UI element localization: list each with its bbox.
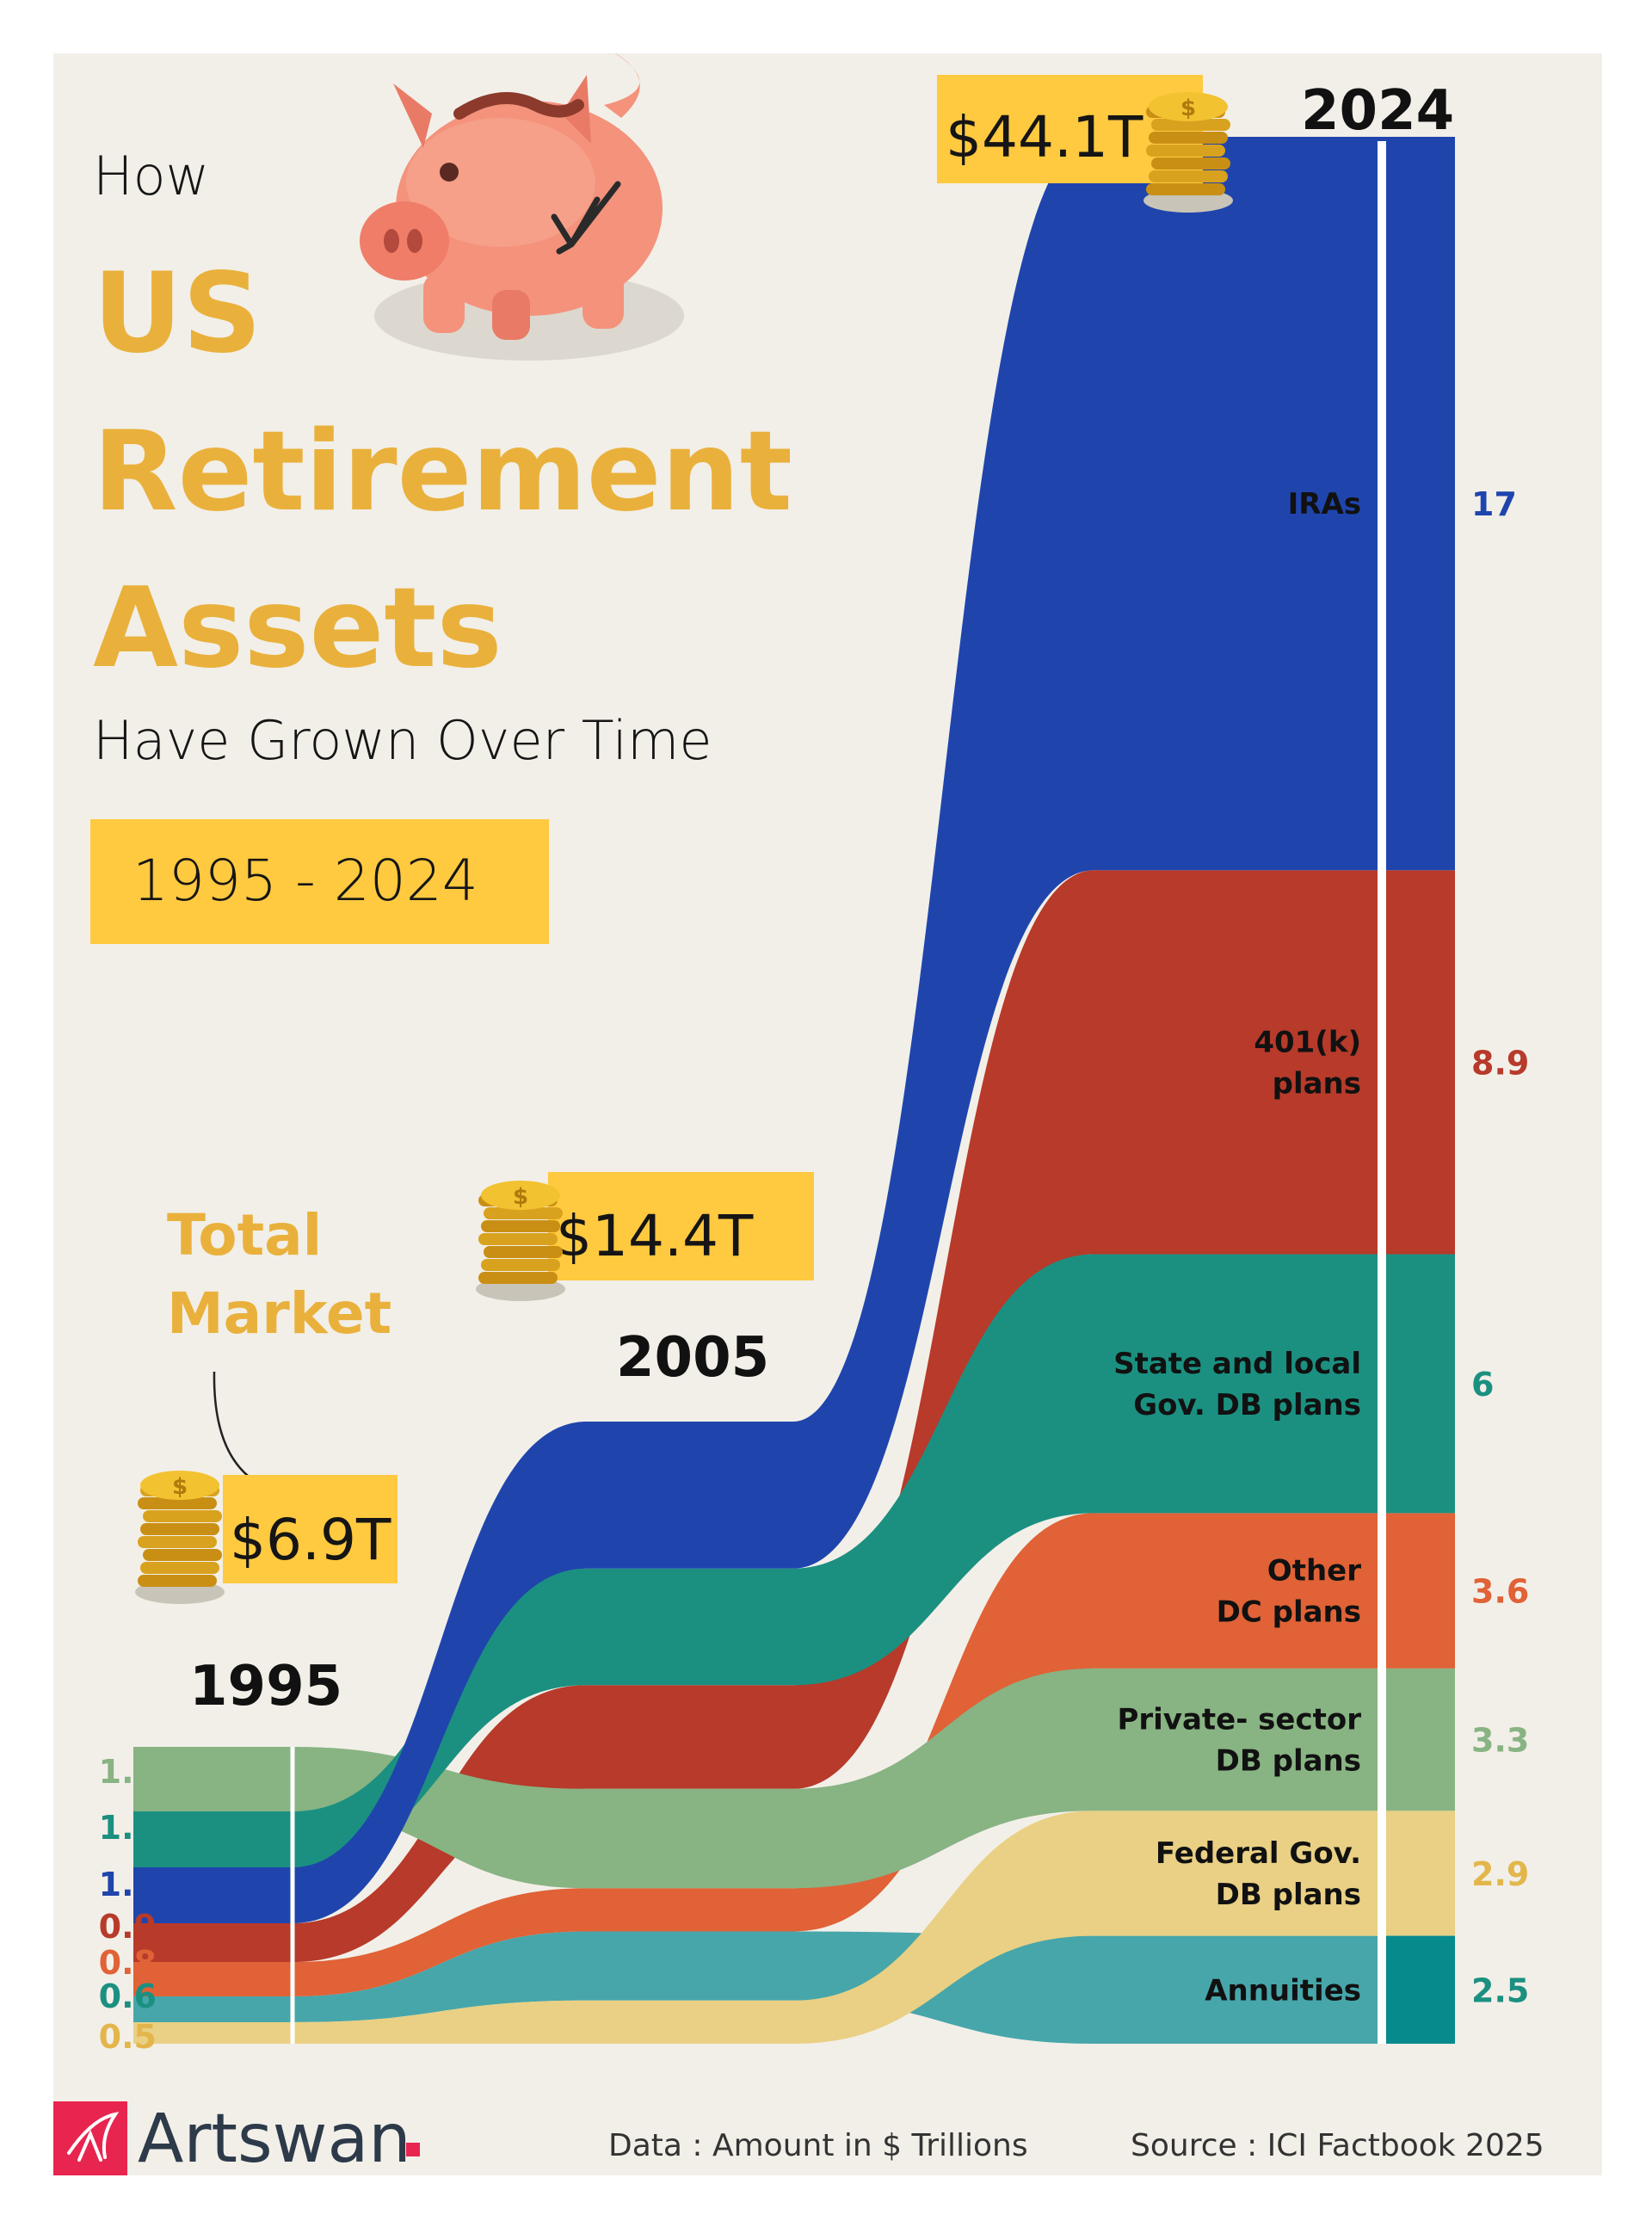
year-label-2024: 2024 (1301, 79, 1454, 143)
year-label-1995: 1995 (189, 1655, 342, 1718)
period-text: 1995 - 2024 (133, 848, 478, 914)
category-label-401-k-plans-line1: 401(k) (1254, 1025, 1361, 1059)
data-note: Data : Amount in $ Trillions (608, 2128, 1028, 2163)
flow-band-401-k-plans (133, 870, 1455, 1962)
category-label-iras-line1: IRAs (1288, 487, 1361, 521)
annotation-arrow (213, 1371, 280, 1494)
value-2024-annuities: 2.5 (1471, 1971, 1529, 2009)
title-retirement: Retirement (93, 408, 792, 536)
flow-bands (133, 136, 1455, 2044)
svg-text:$: $ (513, 1184, 528, 1210)
total-box-2005 (548, 1172, 814, 1280)
labels-2024: IRAs 17 401(k) plans 8.9 State and local Gov. … (1113, 485, 1529, 2009)
swan-icon (67, 2112, 120, 2162)
category-label-annuities-line1: Annuities (1205, 1973, 1361, 2008)
flow-band-federal-gov-db-plans (133, 1811, 1455, 2044)
flow-band-iras (133, 136, 1455, 1924)
title-assets: Assets (93, 565, 502, 693)
label-1995-401-k-plans: 0.9 (99, 1908, 157, 1946)
flow-band-state-and-local-gov-db-plans (133, 1254, 1455, 1867)
value-2024-401-k-plans: 8.9 (1471, 1044, 1529, 1082)
flow-band-annuities (133, 1931, 1455, 2044)
value-2024-other-dc-plans: 3.6 (1471, 1573, 1529, 1611)
total-market-line2: Market (167, 1280, 391, 1347)
category-label-federal-gov-db-plans-line2: DB plans (1216, 1878, 1361, 1912)
brand-dot-mark (406, 2143, 420, 2156)
year-label-2005: 2005 (616, 1326, 769, 1390)
title-how: How (93, 145, 209, 207)
piggy-bank-icon (360, 53, 684, 361)
coin-stacks: $ $ $ (135, 92, 1233, 1604)
title-subtitle: Have Grown Over Time (93, 709, 712, 772)
value-2024-federal-gov-db-plans: 2.9 (1471, 1855, 1529, 1893)
category-label-private-sector-db-plans-line1: Private- sector (1117, 1703, 1361, 1737)
value-2024-private-sector-db-plans: 3.3 (1471, 1722, 1529, 1760)
total-market-line1: Total (167, 1202, 322, 1268)
labels-1995: 1.5 1.3 1.3 0.90.80.60.5 (99, 1753, 157, 2056)
source-note: Source : ICI Factbook 2025 (1131, 2128, 1544, 2163)
flow-band-other-dc-plans (133, 1513, 1455, 1996)
label-1995-other-dc-plans: 0.8 (99, 1944, 157, 1982)
category-label-state-and-local-gov-db-plans-line2: Gov. DB plans (1133, 1388, 1361, 1422)
label-1995-iras: 1.3 (99, 1866, 157, 1903)
category-label-state-and-local-gov-db-plans-line1: State and local (1113, 1347, 1361, 1381)
svg-text:$: $ (172, 1474, 188, 1500)
value-2024-iras: 17 (1471, 485, 1517, 523)
total-box-1995 (223, 1475, 398, 1583)
brand-name: Artswan (138, 2101, 411, 2175)
period-box (90, 819, 549, 944)
category-label-other-dc-plans-line1: Other (1267, 1554, 1361, 1589)
label-1995-state-and-local-gov-db-plans: 1.3 (99, 1809, 157, 1847)
label-1995-private-sector-db-plans: 1.5 (99, 1753, 157, 1791)
coin-stack-2005-icon: $ (476, 1181, 565, 1301)
label-1995-annuities: 0.6 (99, 1977, 157, 2015)
total-2005: $14.4T (556, 1203, 754, 1269)
svg-text:$: $ (1180, 96, 1196, 121)
category-label-401-k-plans-line2: plans (1273, 1066, 1361, 1101)
label-1995-federal-gov-db-plans: 0.5 (99, 2018, 157, 2056)
title-us: US (93, 250, 262, 378)
total-2024: $44.1T (946, 104, 1143, 170)
sankey-chart: 1995 2005 2024 1.5 1.3 1.3 0.90.80.60.5 IRA… (53, 53, 1544, 2175)
infographic-canvas: 1995 2005 2024 1.5 1.3 1.3 0.9 0.8 0.6 0.5 IRA… (53, 53, 1602, 2175)
coin-stack-1995-icon: $ (135, 1471, 225, 1604)
category-label-private-sector-db-plans-line2: DB plans (1216, 1744, 1361, 1779)
flow-band-private-sector-db-plans (133, 1668, 1455, 1889)
category-label-federal-gov-db-plans-line1: Federal Gov. (1156, 1836, 1361, 1871)
category-label-other-dc-plans-line2: DC plans (1217, 1595, 1361, 1630)
total-1995: $6.9T (230, 1507, 391, 1573)
bar-2024-annuities (1382, 1935, 1455, 2044)
value-2024-state-and-local-gov-db-plans: 6 (1471, 1366, 1494, 1404)
coin-stack-2024-icon: $ (1143, 92, 1233, 213)
